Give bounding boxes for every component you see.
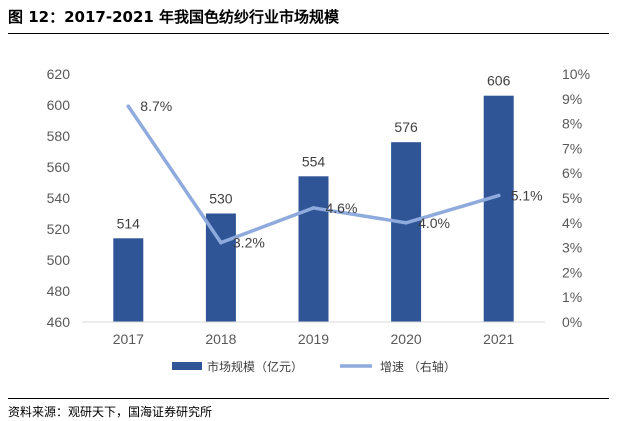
growth-point [496,193,501,198]
bar-series [113,95,514,322]
bar-value-label: 514 [117,215,141,231]
y-left-tick-label: 620 [47,66,71,82]
y-left-tick-label: 500 [47,252,71,268]
x-tick-label: 2021 [483,331,514,347]
y-left-tick-label: 560 [47,159,71,175]
top-rule [8,33,609,34]
right-axis: 0% 1% 2% 3% 4% 5% 6% 7% 8% 9% 10% [562,66,590,330]
growth-value-label: 4.6% [326,200,358,216]
y-right-tick-label: 0% [562,314,582,330]
legend-line-label: 增速 （右轴） [380,359,456,374]
left-axis: 460 480 500 520 540 560 580 600 620 [47,66,71,330]
y-right-tick-label: 6% [562,165,582,181]
y-right-tick-label: 1% [562,289,582,305]
y-left-tick-label: 580 [47,128,71,144]
y-right-tick-label: 5% [562,190,582,206]
bar [205,213,236,322]
source-note: 资料来源：观研天下，国海证券研究所 [8,405,213,419]
bar-value-label: 554 [302,153,326,169]
growth-value-label: 4.0% [418,215,450,231]
bar [298,176,329,322]
line-labels: 8.7% 3.2% 4.6% 4.0% 5.1% [140,98,542,250]
y-left-tick-label: 480 [47,283,71,299]
y-left-tick-label: 520 [47,221,71,237]
bar [113,238,144,322]
bar-value-label: 576 [394,119,418,135]
x-tick-label: 2017 [113,331,144,347]
legend-bar-swatch [172,362,202,370]
growth-value-label: 8.7% [140,98,172,114]
y-right-tick-label: 4% [562,215,582,231]
figure-title: 图 12：2017-2021 年我国色纺纱行业市场规模 [8,8,340,26]
growth-value-label: 3.2% [233,235,265,251]
growth-point [126,104,131,109]
bottom-rule [8,398,609,399]
legend: 市场规模（亿元） 增速 （右轴） [172,359,456,374]
growth-point [311,206,316,210]
y-right-tick-label: 10% [562,66,590,82]
y-right-tick-label: 2% [562,264,582,280]
y-left-tick-label: 460 [47,314,71,330]
y-left-tick-label: 600 [47,97,71,113]
y-right-tick-label: 7% [562,140,582,156]
x-axis: 2017 2018 2019 2020 2021 [82,321,545,347]
growth-point [404,221,408,225]
y-right-tick-label: 9% [562,91,582,107]
legend-bar-label: 市场规模（亿元） [207,359,303,374]
bar [391,142,422,322]
line-series [126,104,501,245]
bar-labels: 514 530 554 576 606 [117,73,511,232]
x-tick-label: 2020 [391,331,422,347]
x-tick-label: 2019 [298,331,329,347]
y-right-tick-label: 8% [562,116,582,132]
growth-value-label: 5.1% [511,188,543,204]
bar-value-label: 606 [487,73,511,89]
bar-value-label: 530 [209,191,233,207]
x-tick-label: 2018 [205,331,236,347]
bar [483,95,514,322]
growth-point [219,240,223,245]
y-left-tick-label: 540 [47,190,71,206]
y-right-tick-label: 3% [562,240,582,256]
